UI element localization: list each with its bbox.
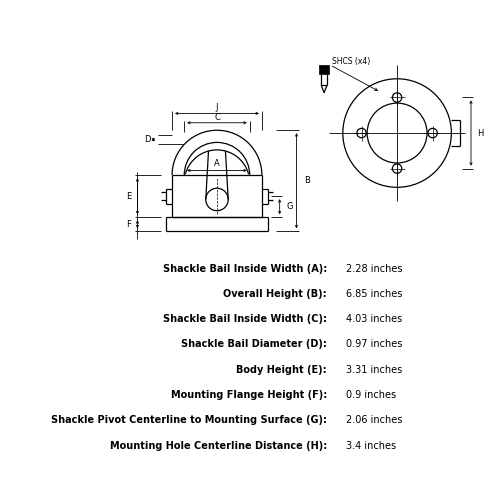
Text: Shackle Bail Inside Width (C):: Shackle Bail Inside Width (C): bbox=[163, 314, 327, 324]
Text: F: F bbox=[126, 220, 131, 229]
Text: Overall Height (B):: Overall Height (B): bbox=[224, 289, 327, 299]
Text: Body Height (E):: Body Height (E): bbox=[236, 365, 327, 375]
Text: Shackle Pivot Centerline to Mounting Surface (G):: Shackle Pivot Centerline to Mounting Sur… bbox=[51, 416, 327, 426]
Text: Shackle Bail Diameter (D):: Shackle Bail Diameter (D): bbox=[181, 340, 327, 349]
Text: 2.28 inches: 2.28 inches bbox=[346, 264, 402, 274]
Polygon shape bbox=[320, 65, 329, 74]
Text: 4.03 inches: 4.03 inches bbox=[346, 314, 402, 324]
Text: 0.97 inches: 0.97 inches bbox=[346, 340, 402, 349]
Text: G: G bbox=[286, 202, 292, 211]
Text: 6.85 inches: 6.85 inches bbox=[346, 289, 402, 299]
Text: E: E bbox=[126, 192, 131, 200]
Text: 0.9 inches: 0.9 inches bbox=[346, 390, 396, 400]
Text: Mounting Flange Height (F):: Mounting Flange Height (F): bbox=[170, 390, 327, 400]
Text: Mounting Hole Centerline Distance (H):: Mounting Hole Centerline Distance (H): bbox=[110, 440, 327, 450]
Text: 3.31 inches: 3.31 inches bbox=[346, 365, 402, 375]
Text: B: B bbox=[304, 176, 310, 186]
Text: D: D bbox=[144, 135, 151, 144]
Text: 3.4 inches: 3.4 inches bbox=[346, 440, 396, 450]
Text: 2.06 inches: 2.06 inches bbox=[346, 416, 402, 426]
Text: C: C bbox=[214, 112, 220, 122]
Text: A: A bbox=[214, 160, 220, 168]
Text: Shackle Bail Inside Width (A):: Shackle Bail Inside Width (A): bbox=[162, 264, 327, 274]
Text: SHCS (x4): SHCS (x4) bbox=[332, 56, 370, 66]
Text: H: H bbox=[478, 128, 484, 138]
Text: J: J bbox=[216, 104, 218, 112]
